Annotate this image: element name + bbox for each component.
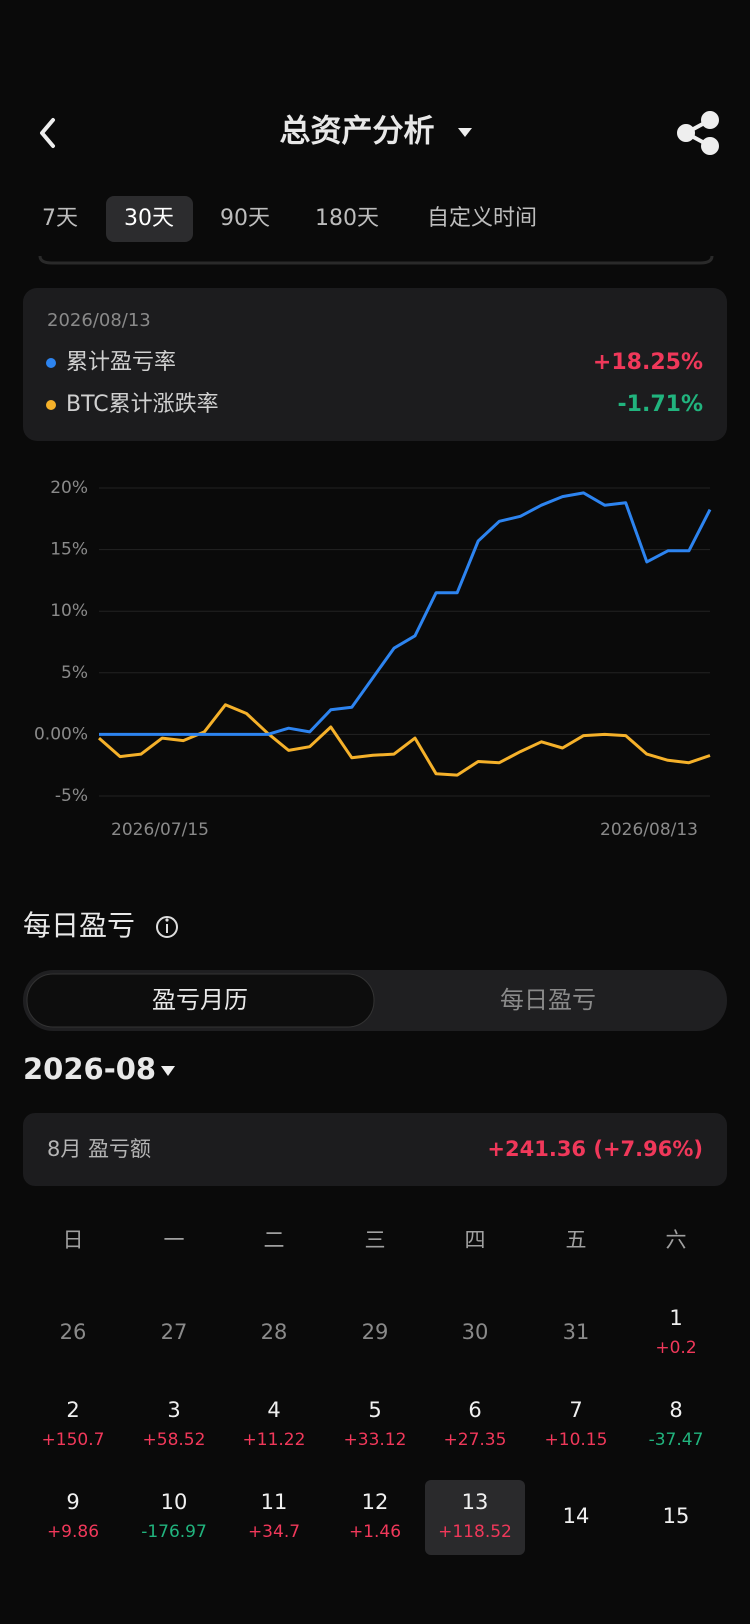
- day-pnl: +1.46: [349, 1522, 401, 1542]
- weekday-label: 五: [566, 1228, 587, 1252]
- summary-card: [23, 1113, 727, 1186]
- tab[interactable]: 30天: [124, 206, 174, 231]
- day-pnl: +0.2: [655, 1338, 696, 1358]
- legend-value: +18.25%: [593, 350, 703, 375]
- day-number[interactable]: 5: [368, 1398, 381, 1422]
- y-tick-label: 10%: [50, 601, 88, 621]
- collapsed-panel-edge: [38, 255, 714, 265]
- tab[interactable]: 自定义时间: [427, 206, 537, 231]
- summary-value: +241.36 (+7.96%): [487, 1137, 703, 1161]
- month-dropdown[interactable]: [161, 1066, 175, 1076]
- x-tick-label: 2026/07/15: [111, 820, 209, 840]
- day-number[interactable]: 12: [362, 1490, 389, 1514]
- weekday-label: 一: [164, 1228, 185, 1252]
- day-number[interactable]: 10: [161, 1490, 188, 1514]
- toggle-active: [26, 973, 375, 1028]
- y-tick-label: 5%: [61, 663, 88, 683]
- legend-value: -1.71%: [618, 392, 703, 417]
- selected-day: [425, 1480, 525, 1555]
- back-button[interactable]: [40, 118, 55, 148]
- line-chart: 20% 15% 10% 5% 0.00% -5% 2026/07/15 2026/08/13: [34, 478, 712, 840]
- legend-label: 累计盈亏率: [66, 350, 176, 375]
- range-tabs: 7天 30天 90天 180天 自定义时间: [42, 196, 537, 242]
- day-pnl: +33.12: [344, 1430, 407, 1450]
- weekday-label: 四: [465, 1228, 486, 1252]
- y-tick-label: 0.00%: [34, 724, 88, 744]
- day-number[interactable]: 28: [261, 1320, 288, 1344]
- tab[interactable]: 7天: [42, 206, 78, 231]
- day-pnl: +150.7: [42, 1430, 105, 1450]
- series-line: [99, 491, 712, 736]
- summary-label: 8月 盈亏额: [47, 1137, 151, 1161]
- x-tick-label: 2026/08/13: [600, 820, 698, 840]
- day-pnl: +58.52: [143, 1430, 206, 1450]
- day-number[interactable]: 2: [66, 1398, 79, 1422]
- section-title: 每日盈亏: [23, 909, 135, 942]
- month-picker[interactable]: 2026-08: [23, 1052, 156, 1086]
- day-pnl: -176.97: [141, 1522, 207, 1542]
- share-button[interactable]: [677, 111, 719, 155]
- day-number[interactable]: 3: [167, 1398, 180, 1422]
- day-pnl: +11.22: [243, 1430, 306, 1450]
- day-number[interactable]: 8: [669, 1398, 682, 1422]
- weekday-label: 三: [365, 1228, 386, 1252]
- weekday-label: 日: [63, 1228, 84, 1252]
- legend-label: BTC累计涨跌率: [66, 392, 219, 417]
- toggle-option[interactable]: 盈亏月历: [152, 986, 248, 1014]
- tab[interactable]: 90天: [220, 206, 270, 231]
- legend-dot: [46, 400, 56, 410]
- day-number[interactable]: 26: [60, 1320, 87, 1344]
- weekday-label: 六: [666, 1228, 687, 1252]
- day-number[interactable]: 15: [663, 1504, 690, 1528]
- title-dropdown[interactable]: [458, 128, 472, 137]
- page-title[interactable]: 总资产分析: [280, 114, 435, 150]
- day-number[interactable]: 11: [261, 1490, 288, 1514]
- day-number[interactable]: 27: [161, 1320, 188, 1344]
- tab[interactable]: 180天: [315, 206, 379, 231]
- day-number[interactable]: 29: [362, 1320, 389, 1344]
- day-number[interactable]: 4: [267, 1398, 280, 1422]
- day-number[interactable]: 30: [462, 1320, 489, 1344]
- day-number[interactable]: 14: [563, 1504, 590, 1528]
- day-number[interactable]: 13: [462, 1490, 489, 1514]
- y-tick-label: 15%: [50, 540, 88, 560]
- y-tick-label: 20%: [50, 478, 88, 498]
- day-pnl: +34.7: [248, 1522, 300, 1542]
- toggle-option[interactable]: 每日盈亏: [500, 986, 596, 1014]
- day-pnl: +10.15: [545, 1430, 608, 1450]
- day-number[interactable]: 6: [468, 1398, 481, 1422]
- day-number[interactable]: 1: [669, 1306, 682, 1330]
- day-number[interactable]: 31: [563, 1320, 590, 1344]
- y-tick-label: -5%: [55, 786, 88, 806]
- tooltip-date: 2026/08/13: [47, 310, 151, 331]
- day-pnl: +27.35: [444, 1430, 507, 1450]
- weekday-label: 二: [264, 1228, 285, 1252]
- day-number[interactable]: 9: [66, 1490, 79, 1514]
- tab-highlight: [106, 196, 193, 242]
- day-number[interactable]: 7: [569, 1398, 582, 1422]
- info-icon[interactable]: [156, 916, 178, 938]
- tooltip-rows: 累计盈亏率 +18.25% BTC累计涨跌率 -1.71%: [46, 350, 703, 417]
- day-pnl: +9.86: [47, 1522, 99, 1542]
- tooltip-card: [23, 288, 727, 441]
- legend-dot: [46, 358, 56, 368]
- calendar: 日 一 二 三 四 五 六 26 27 28 29 30 31 1 +0.2 2 +150.7 3 +58.52 4 +…: [42, 1228, 704, 1555]
- day-pnl: +118.52: [438, 1522, 512, 1542]
- day-pnl: -37.47: [649, 1430, 704, 1450]
